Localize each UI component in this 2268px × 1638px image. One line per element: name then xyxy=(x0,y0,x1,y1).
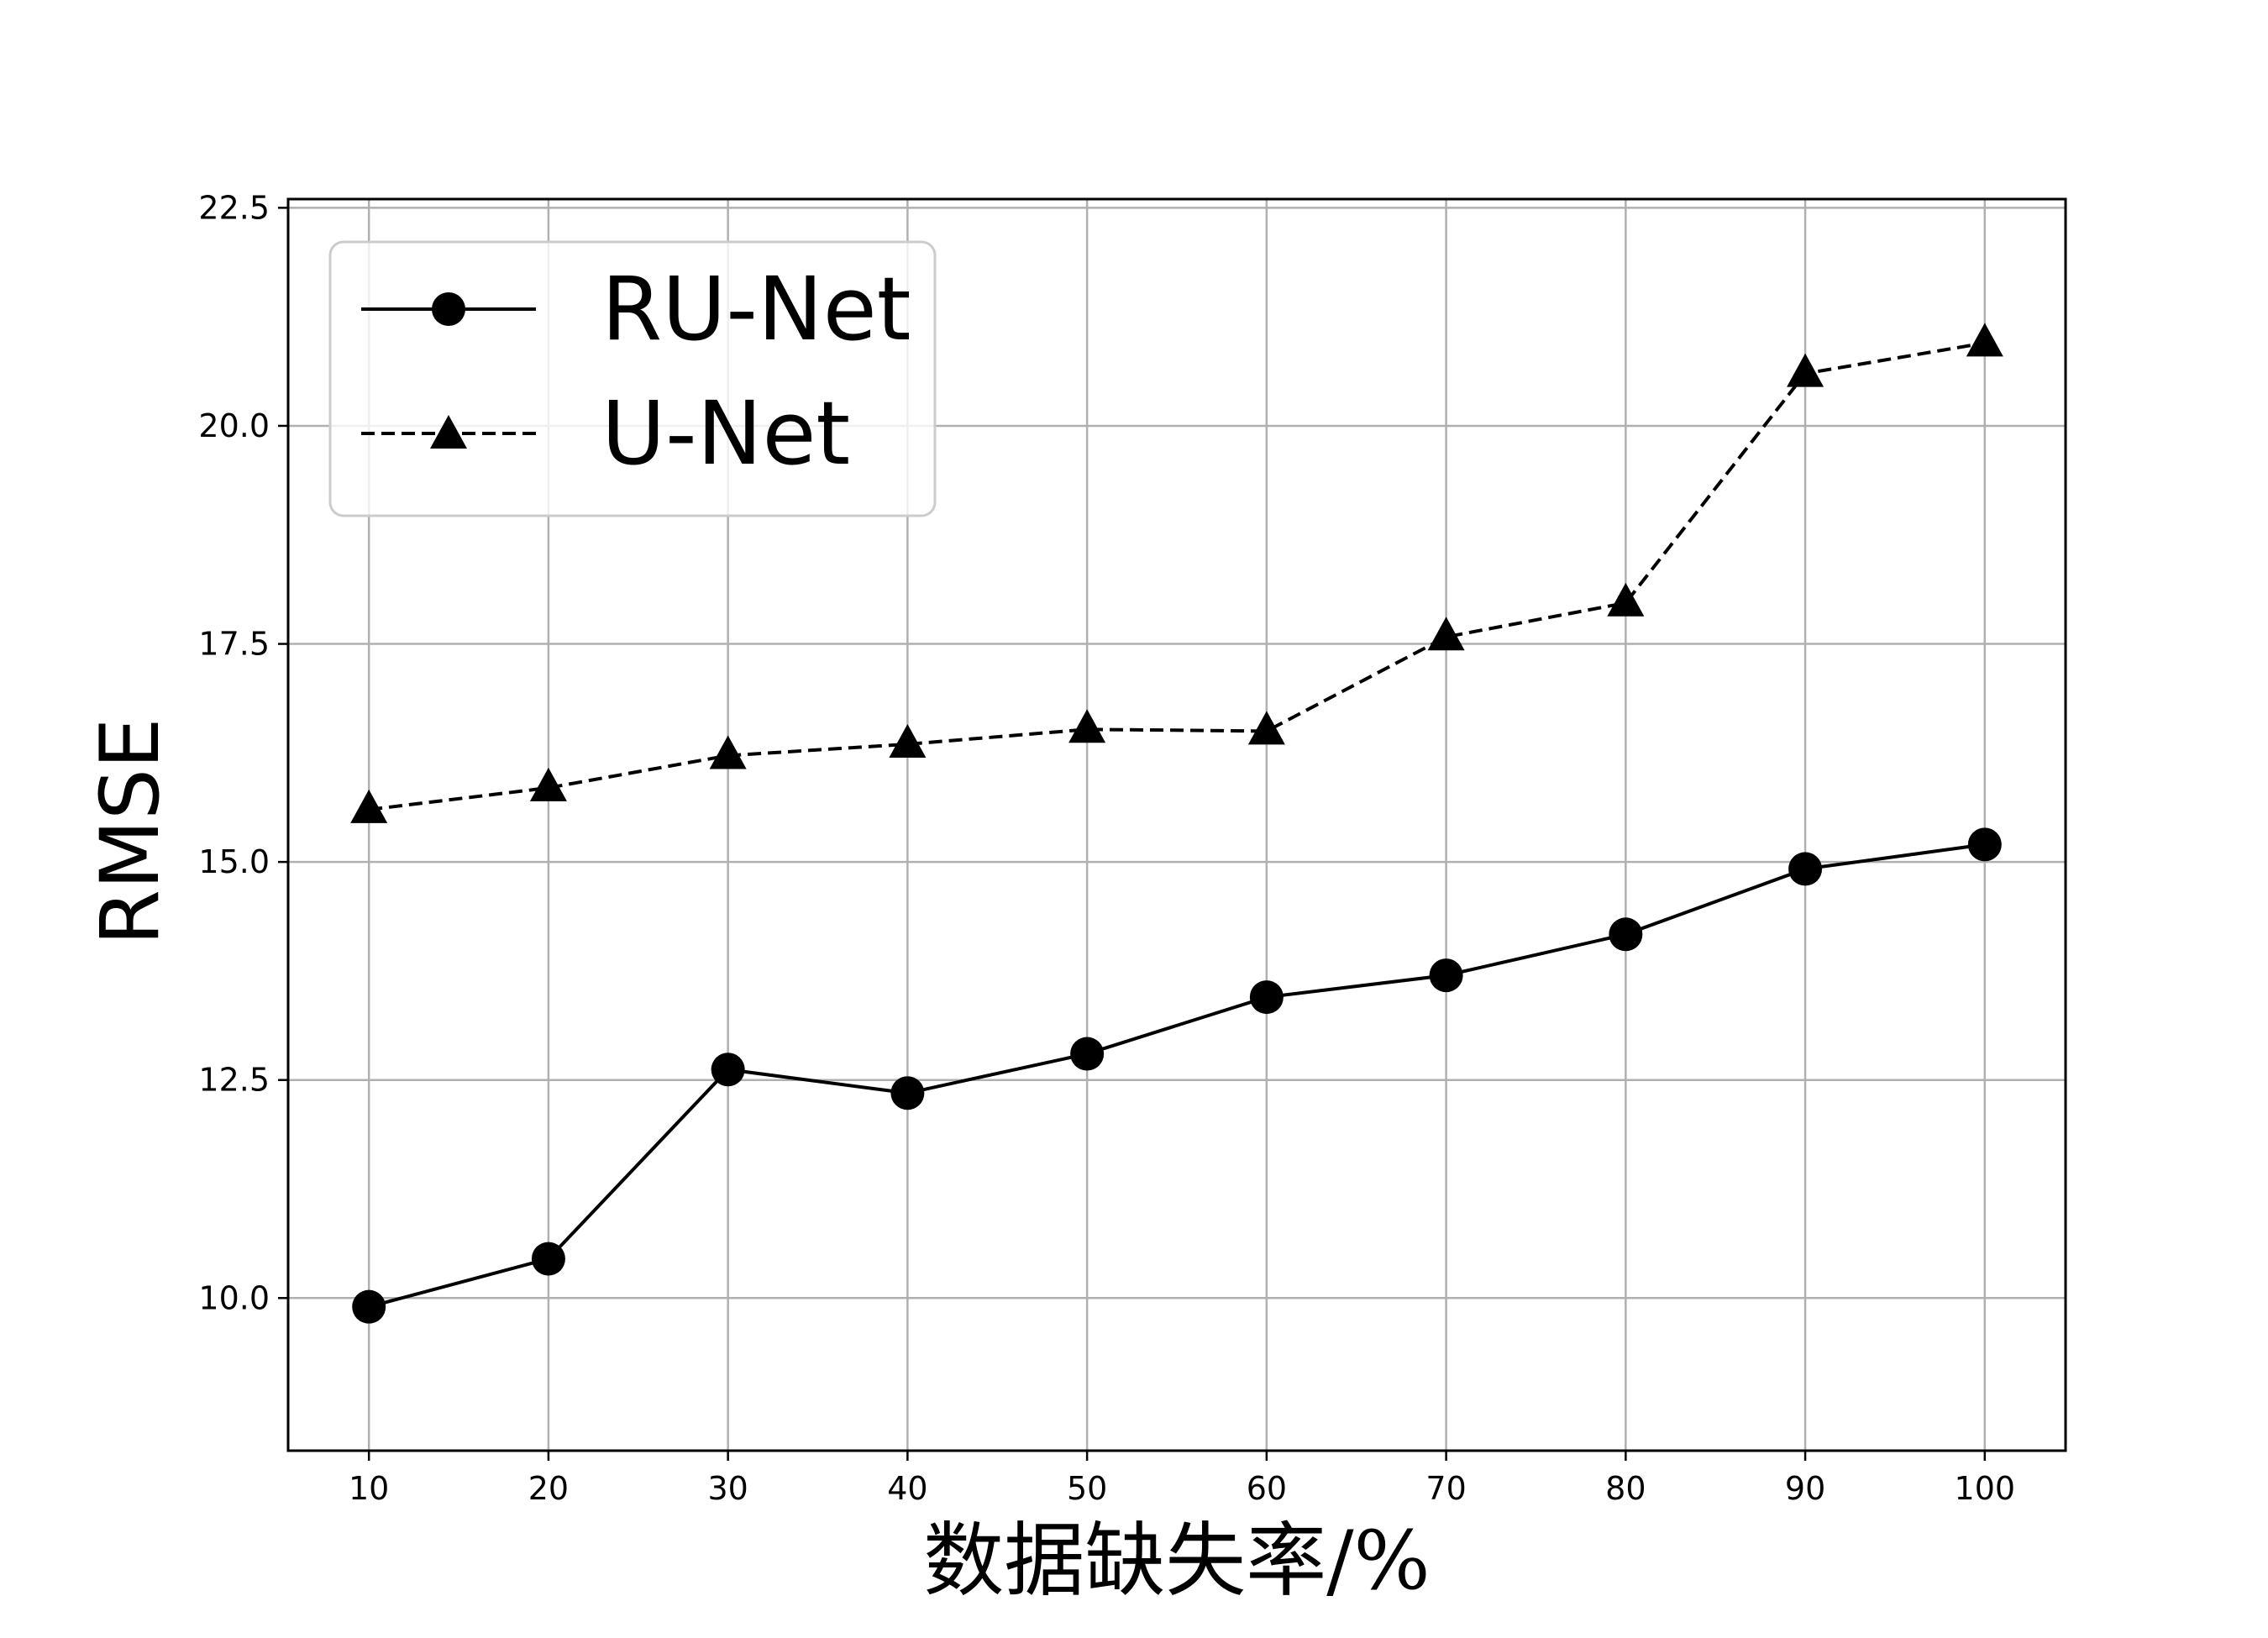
series-line-u-net xyxy=(368,341,1986,811)
data-point-u-net xyxy=(350,789,388,823)
data-point-ru-net xyxy=(1788,852,1823,886)
legend-marker-u-net xyxy=(430,415,467,449)
x-tick-label: 100 xyxy=(1955,1470,2016,1507)
data-point-ru-net xyxy=(1429,958,1463,993)
x-axis-label: 数据缺失率/% xyxy=(923,1514,1431,1608)
series-line-ru-net xyxy=(368,843,1986,1309)
legend: RU-Net U-Net xyxy=(328,240,937,517)
data-point-ru-net xyxy=(711,1053,745,1087)
data-point-ru-net xyxy=(531,1242,565,1276)
data-point-ru-net xyxy=(890,1076,925,1110)
x-tick-label: 20 xyxy=(528,1470,569,1507)
data-point-u-net xyxy=(709,735,747,769)
data-point-ru-net xyxy=(1967,827,2002,862)
data-point-ru-net xyxy=(1070,1037,1105,1071)
legend-label-ru-net: RU-Net xyxy=(601,258,911,360)
tick-layer: 10 20 30 40 50 60 70 80 90 100 10.0 12.5 15.0 17.5 20.… xyxy=(198,189,2015,1507)
data-point-u-net xyxy=(1247,711,1285,745)
x-tick-label: 50 xyxy=(1067,1470,1107,1507)
data-point-u-net xyxy=(1607,582,1645,617)
plot-frame xyxy=(286,197,2067,1452)
x-tick-label: 40 xyxy=(887,1470,927,1507)
x-tick-label: 10 xyxy=(349,1470,389,1507)
y-tick-label: 22.5 xyxy=(198,189,270,226)
data-point-u-net xyxy=(1966,323,2003,357)
x-tick-label: 70 xyxy=(1425,1470,1466,1507)
data-point-u-net xyxy=(889,723,927,758)
data-point-u-net xyxy=(1427,617,1465,651)
y-tick-label: 12.5 xyxy=(198,1062,270,1099)
x-tick-label: 90 xyxy=(1785,1470,1825,1507)
data-point-ru-net xyxy=(1609,917,1643,952)
y-tick-label: 20.0 xyxy=(198,407,270,444)
data-point-ru-net xyxy=(352,1289,386,1324)
data-point-u-net xyxy=(1787,353,1824,387)
series-layer xyxy=(350,323,2003,1324)
legend-marker-ru-net xyxy=(432,292,465,326)
data-point-u-net xyxy=(529,767,567,801)
data-point-ru-net xyxy=(1249,980,1284,1015)
y-tick-label: 17.5 xyxy=(198,626,270,663)
x-tick-label: 30 xyxy=(707,1470,748,1507)
y-tick-label: 15.0 xyxy=(198,843,270,880)
y-axis-label: RMSE xyxy=(83,717,177,945)
x-tick-label: 60 xyxy=(1247,1470,1287,1507)
legend-label-u-net: U-Net xyxy=(601,382,850,485)
y-tick-label: 10.0 xyxy=(198,1279,270,1316)
data-point-u-net xyxy=(1068,709,1106,743)
x-tick-label: 80 xyxy=(1605,1470,1646,1507)
